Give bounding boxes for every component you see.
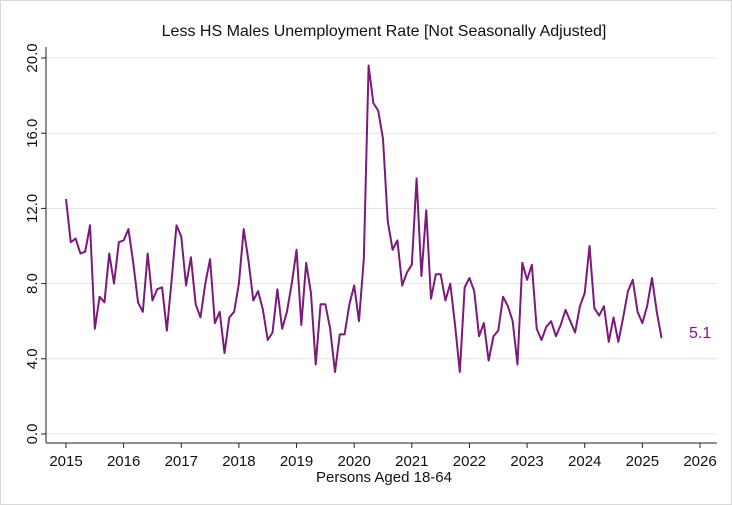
y-tick-label: 16.0: [24, 119, 41, 148]
x-tick-label: 2018: [222, 453, 255, 470]
x-tick-label: 2026: [683, 453, 716, 470]
x-axis-label: Persons Aged 18-64: [316, 469, 452, 486]
y-tick-label: 0.0: [24, 424, 41, 445]
x-tick-label: 2023: [510, 453, 543, 470]
chart-title: Less HS Males Unemployment Rate [Not Sea…: [162, 23, 607, 40]
x-tick-label: 2019: [280, 453, 313, 470]
end-value-label: 5.1: [689, 325, 711, 342]
x-tick-label: 2025: [626, 453, 659, 470]
x-tick-label: 2020: [337, 453, 370, 470]
x-tick-label: 2022: [453, 453, 486, 470]
series-line: [65, 64, 663, 373]
y-tick-label: 20.0: [24, 43, 41, 72]
x-axis-ticks: 2015 2016 2017 2018 2019 2020 2021 2022 2023 2024…: [49, 443, 717, 470]
x-tick-label: 2016: [107, 453, 140, 470]
y-axis-ticks: 0.0 4.0 8.0 12.0 16.0 20.0: [24, 43, 46, 444]
axes: [45, 47, 717, 444]
gridlines: [46, 57, 717, 435]
x-tick-label: 2015: [49, 453, 82, 470]
y-tick-label: 12.0: [24, 194, 41, 223]
x-tick-label: 2021: [395, 453, 428, 470]
x-tick-label: 2017: [165, 453, 198, 470]
y-tick-label: 4.0: [24, 348, 41, 369]
x-tick-label: 2024: [568, 453, 601, 470]
y-tick-label: 8.0: [24, 273, 41, 294]
